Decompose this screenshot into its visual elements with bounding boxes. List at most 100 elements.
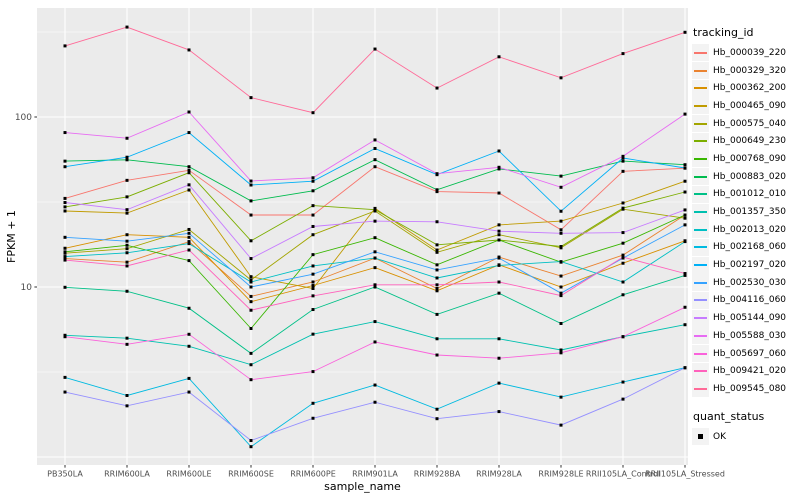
data-point bbox=[125, 155, 129, 159]
data-point bbox=[683, 179, 687, 183]
data-point bbox=[249, 445, 253, 449]
legend-entry-label: Hb_000649_230 bbox=[713, 136, 787, 147]
data-point bbox=[559, 76, 563, 80]
y-axis-title: FPKM + 1 bbox=[5, 210, 18, 263]
data-point bbox=[249, 439, 253, 443]
data-point bbox=[63, 159, 67, 163]
data-point bbox=[497, 410, 501, 414]
data-point bbox=[621, 261, 625, 265]
data-point bbox=[497, 280, 501, 284]
data-point bbox=[373, 236, 377, 240]
data-point bbox=[435, 263, 439, 267]
data-point bbox=[249, 278, 253, 282]
data-point bbox=[63, 255, 67, 259]
data-point bbox=[621, 397, 625, 401]
data-point bbox=[249, 96, 253, 100]
legend-entry-Hb_000465_090: Hb_000465_090 bbox=[692, 97, 798, 115]
data-point bbox=[249, 183, 253, 187]
data-point bbox=[621, 201, 625, 205]
data-point bbox=[559, 423, 563, 427]
data-point bbox=[249, 351, 253, 355]
data-point bbox=[683, 216, 687, 220]
data-point bbox=[311, 272, 315, 276]
data-point bbox=[125, 289, 129, 293]
data-point bbox=[125, 195, 129, 199]
data-point bbox=[559, 274, 563, 278]
legend-entry-label: Hb_002530_030 bbox=[713, 277, 787, 288]
data-point bbox=[125, 158, 129, 162]
data-point bbox=[373, 266, 377, 270]
data-point bbox=[683, 240, 687, 244]
data-point bbox=[621, 154, 625, 158]
legend-entry-label: Hb_000768_090 bbox=[713, 153, 787, 164]
data-point bbox=[187, 171, 191, 175]
data-point bbox=[187, 231, 191, 235]
data-point bbox=[497, 381, 501, 385]
data-point bbox=[373, 340, 377, 344]
x-tick-label: PB350LA bbox=[47, 470, 83, 479]
legend-entry-Hb_000362_200: Hb_000362_200 bbox=[692, 79, 798, 97]
data-point bbox=[187, 188, 191, 192]
legend-entry-label: Hb_000883_020 bbox=[713, 171, 787, 182]
data-point bbox=[63, 375, 67, 379]
y-tick-label: 10 bbox=[21, 283, 33, 293]
data-point bbox=[311, 111, 315, 115]
data-point bbox=[435, 276, 439, 280]
data-point bbox=[187, 306, 191, 310]
data-point bbox=[373, 208, 377, 212]
legend-key-swatch bbox=[692, 362, 709, 380]
data-point bbox=[559, 231, 563, 235]
data-point bbox=[63, 335, 67, 339]
data-point bbox=[559, 348, 563, 352]
data-point bbox=[497, 291, 501, 295]
data-point bbox=[187, 235, 191, 239]
legend-key-swatch bbox=[692, 221, 709, 239]
data-point bbox=[497, 191, 501, 195]
data-point bbox=[435, 86, 439, 90]
data-point bbox=[63, 258, 67, 262]
data-point bbox=[187, 376, 191, 380]
data-point bbox=[125, 394, 129, 398]
legend-key-swatch bbox=[692, 345, 709, 363]
data-point bbox=[311, 224, 315, 228]
data-point bbox=[249, 213, 253, 217]
data-point bbox=[311, 264, 315, 268]
data-point bbox=[63, 205, 67, 209]
legend-entry-Hb_000039_220: Hb_000039_220 bbox=[692, 44, 798, 62]
data-point bbox=[497, 55, 501, 59]
x-tick-label: RRIM600LE bbox=[166, 470, 211, 479]
data-point bbox=[249, 275, 253, 279]
data-point bbox=[435, 268, 439, 272]
legend-entry-Hb_005144_090: Hb_005144_090 bbox=[692, 309, 798, 327]
data-point bbox=[63, 131, 67, 135]
data-point bbox=[125, 233, 129, 237]
data-point bbox=[683, 366, 687, 370]
data-point bbox=[373, 256, 377, 260]
data-point bbox=[63, 209, 67, 213]
data-point bbox=[435, 172, 439, 176]
legend-key-swatch bbox=[692, 291, 709, 309]
data-point bbox=[311, 294, 315, 298]
data-point bbox=[187, 240, 191, 244]
data-point bbox=[683, 112, 687, 116]
data-point bbox=[559, 228, 563, 232]
data-point bbox=[621, 156, 625, 160]
data-point bbox=[497, 337, 501, 341]
data-point bbox=[125, 239, 129, 243]
data-point bbox=[373, 47, 377, 51]
data-point bbox=[125, 211, 129, 215]
data-point bbox=[125, 264, 129, 268]
data-point bbox=[373, 383, 377, 387]
data-point bbox=[311, 213, 315, 217]
legend-key-swatch bbox=[692, 256, 709, 274]
data-point bbox=[125, 247, 129, 251]
data-point bbox=[311, 286, 315, 290]
data-point bbox=[435, 337, 439, 341]
data-point bbox=[187, 131, 191, 135]
legend-entry-label: Hb_000329_320 bbox=[713, 65, 787, 76]
data-point bbox=[373, 138, 377, 142]
data-point bbox=[63, 235, 67, 239]
legend-entry-Hb_001012_010: Hb_001012_010 bbox=[692, 185, 798, 204]
data-point bbox=[683, 208, 687, 212]
